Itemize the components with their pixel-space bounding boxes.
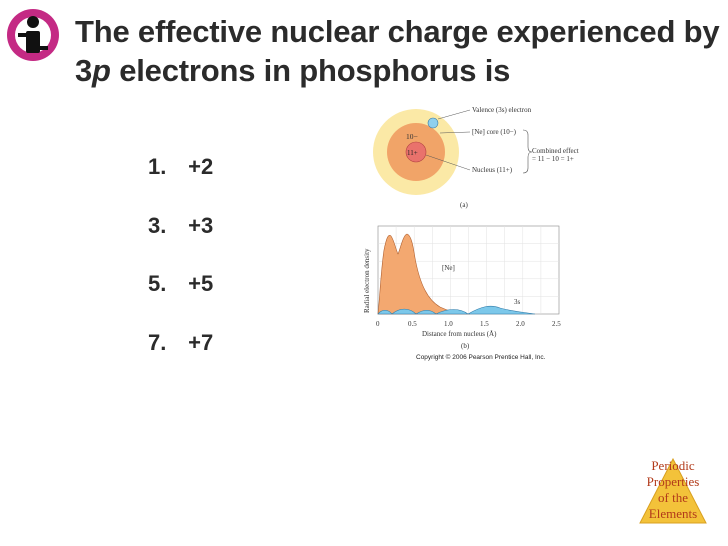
effective-nuclear-charge-figure: 10− 11+ Valence (3s) electron [Ne] core … [363,106,579,350]
label-combined-1: Combined effect [532,147,579,155]
info-person-icon [7,9,59,61]
caption-b: (b) [461,342,470,350]
label-combined-2: = 11 − 10 = 1+ [532,155,574,163]
nucleus [405,141,427,163]
caption-a: (a) [460,201,468,209]
ne-density-curve [377,233,471,315]
radial-density-plot: [Ne] 3s Radial electron density 0 0.5 1.… [363,225,561,350]
core-charge: 10− [406,132,418,141]
x-tick-15: 1.5 [480,320,489,328]
choice-1[interactable]: 1. +2 [148,154,214,179]
choice-7[interactable]: 7. +7 [148,329,214,355]
answer-choices: 1. +2 3. +3 5. +5 7. +7 [148,150,213,384]
s-density-curve [377,305,536,315]
x-tick-10: 1.0 [444,320,453,328]
x-axis-label: Distance from nucleus (Å) [422,330,497,338]
label-ne: [Ne] [442,264,455,272]
x-tick-20: 2.0 [516,320,525,328]
label-3s: 3s [514,298,521,306]
valence-electron [427,117,439,129]
x-tick-25: 2.5 [552,320,561,328]
copyright-notice: Copyright © 2006 Pearson Prentice Hall, … [416,354,546,361]
choice-5[interactable]: 5. +5 [148,271,214,296]
nucleus-charge: 11+ [407,149,418,157]
triangle-logo-icon [639,457,707,524]
label-valence: Valence (3s) electron [472,106,532,114]
x-tick-0: 0 [376,320,380,328]
atom-diagram: 10− 11+ Valence (3s) electron [Ne] core … [373,106,579,209]
label-nucleus: Nucleus (11+) [472,166,513,174]
choice-3[interactable]: 3. +3 [148,212,214,238]
corner-section-label: Periodic Properties of the Elements [646,458,700,521]
slide-title: The effective nuclear charge experienced… [75,14,720,88]
label-core: [Ne] core (10−) [472,128,517,136]
y-axis-label: Radial electron density [363,248,371,313]
x-tick-05: 0.5 [408,320,417,328]
